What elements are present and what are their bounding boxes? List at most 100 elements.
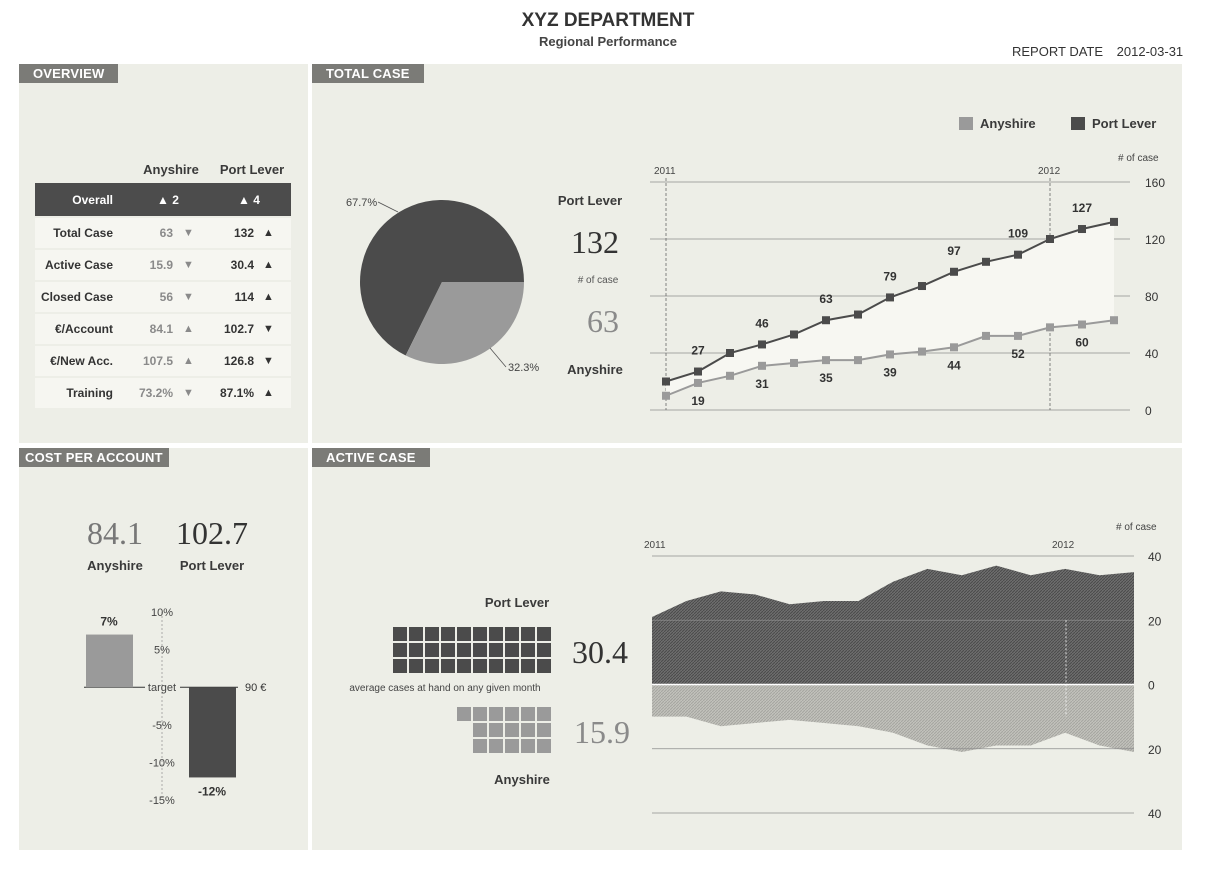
legend-portlever-label: Port Lever [1092,116,1157,131]
bar-tick-label: -5% [152,720,172,732]
point-portlever [790,330,798,339]
overview-row-anyshire-arrow: ▼ [183,227,194,239]
point-anyshire [1110,316,1118,325]
point-portlever [758,340,766,349]
point-anyshire [726,371,734,380]
case-square [537,723,551,737]
report-date-label: REPORT DATE [1012,44,1104,59]
area-portlever [652,565,1134,685]
year-label-2011: 2011 [654,166,676,177]
case-square [473,707,487,721]
tc-portlever-value: 132 [571,224,619,260]
data-label-anyshire: 19 [691,394,705,408]
point-portlever [918,282,926,291]
ac-anyshire-label: Anyshire [494,772,550,787]
cpa-anyshire-value: 84.1 [87,515,143,551]
page-subtitle: Regional Performance [539,34,677,49]
case-square [489,659,503,673]
overview-col-anyshire: Anyshire [143,162,199,177]
cost-per-account-title: COST PER ACCOUNT [19,448,169,467]
case-square [521,627,535,641]
total-case-title: TOTAL CASE [312,64,424,83]
year-label-2012: 2012 [1038,166,1061,177]
point-portlever [886,293,894,302]
overview-row-portlever-arrow: ▲ [263,259,274,271]
bar-anyshire [86,634,133,688]
overview-row-anyshire: 107.5 [142,354,173,368]
overview-row-anyshire-arrow: ▼ [183,387,194,399]
overview-row-anyshire: 63 [159,226,173,240]
point-portlever [726,349,734,357]
overview-row-portlever: 30.4 [230,258,254,272]
data-label-anyshire: 52 [1011,347,1025,361]
overview-row: Active Case 15.9 ▼ 30.4 ▲ [35,250,291,280]
case-square [521,723,535,737]
point-portlever [854,310,862,319]
case-square [537,739,551,753]
y-tick-label: 80 [1145,290,1159,304]
case-square [409,627,423,641]
case-square [537,659,551,673]
overview-row: €/Account 84.1 ▲ 102.7 ▼ [35,314,291,344]
bar-tick-label: -10% [149,757,175,769]
overview-col-portlever: Port Lever [219,162,285,177]
tc-anyshire-value: 63 [587,303,619,339]
data-label-portlever: 79 [883,269,897,283]
point-anyshire [918,347,926,356]
ac-portlever-value: 30.4 [572,634,628,670]
area-y-tick-label: 40 [1148,807,1162,821]
overview-row-label: €/New Acc. [50,354,113,368]
case-square [521,739,535,753]
data-label-anyshire: 31 [755,377,769,391]
case-square [521,643,535,657]
bar-label-portlever: -12% [198,784,226,798]
cpa-anyshire-label: Anyshire [87,558,143,573]
point-anyshire [1046,323,1054,332]
case-square [457,643,471,657]
y-axis-unit: # of case [1118,153,1159,164]
case-square [521,707,535,721]
y-tick-label: 160 [1145,176,1165,190]
overview-row-portlever-arrow: ▲ [263,227,274,239]
area-y-axis-unit: # of case [1116,522,1157,533]
point-portlever [662,377,670,386]
data-label-portlever: 46 [755,316,769,330]
cost-per-account-bar-chart: 10% 5% target -5% -10% -15% 90 € 7% -12% [84,607,266,807]
point-anyshire [1014,331,1022,340]
case-square [473,643,487,657]
overview-row-anyshire: 73.2% [138,386,173,400]
pie-slice-portlever [360,199,524,356]
pie-leader-anyshire [489,347,507,368]
overall-anyshire: ▲ 2 [157,193,179,207]
target-value-label: 90 € [245,682,266,694]
case-square [425,659,439,673]
legend-anyshire-label: Anyshire [980,116,1036,131]
case-square [457,707,471,721]
case-square [489,723,503,737]
pie-leader-portlever [377,201,399,213]
overview-row-label: Training [66,386,113,400]
area-y-tick-label: 20 [1148,743,1162,757]
data-label-portlever: 97 [947,244,961,258]
case-square [473,739,487,753]
overview-row-label: Active Case [44,258,113,272]
data-label-portlever: 27 [691,344,705,358]
point-portlever [694,367,702,376]
overview-row-portlever-arrow: ▲ [263,387,274,399]
case-square [489,707,503,721]
overview-row-anyshire-arrow: ▼ [183,259,194,271]
overview-title: OVERVIEW [19,64,119,83]
legend-anyshire-swatch [959,117,973,130]
overview-row-anyshire-arrow: ▲ [183,323,194,335]
area-y-tick-label: 40 [1148,550,1162,564]
overview-row-portlever-arrow: ▼ [263,355,274,367]
legend-portlever-swatch [1071,117,1085,130]
overview-row-portlever: 114 [234,290,254,304]
point-anyshire [662,391,670,400]
case-square [521,659,535,673]
point-portlever [1078,225,1086,234]
tc-unit: # of case [577,275,619,286]
overview-row-anyshire-arrow: ▼ [183,291,194,303]
case-square [473,723,487,737]
overall-label: Overall [72,193,113,207]
